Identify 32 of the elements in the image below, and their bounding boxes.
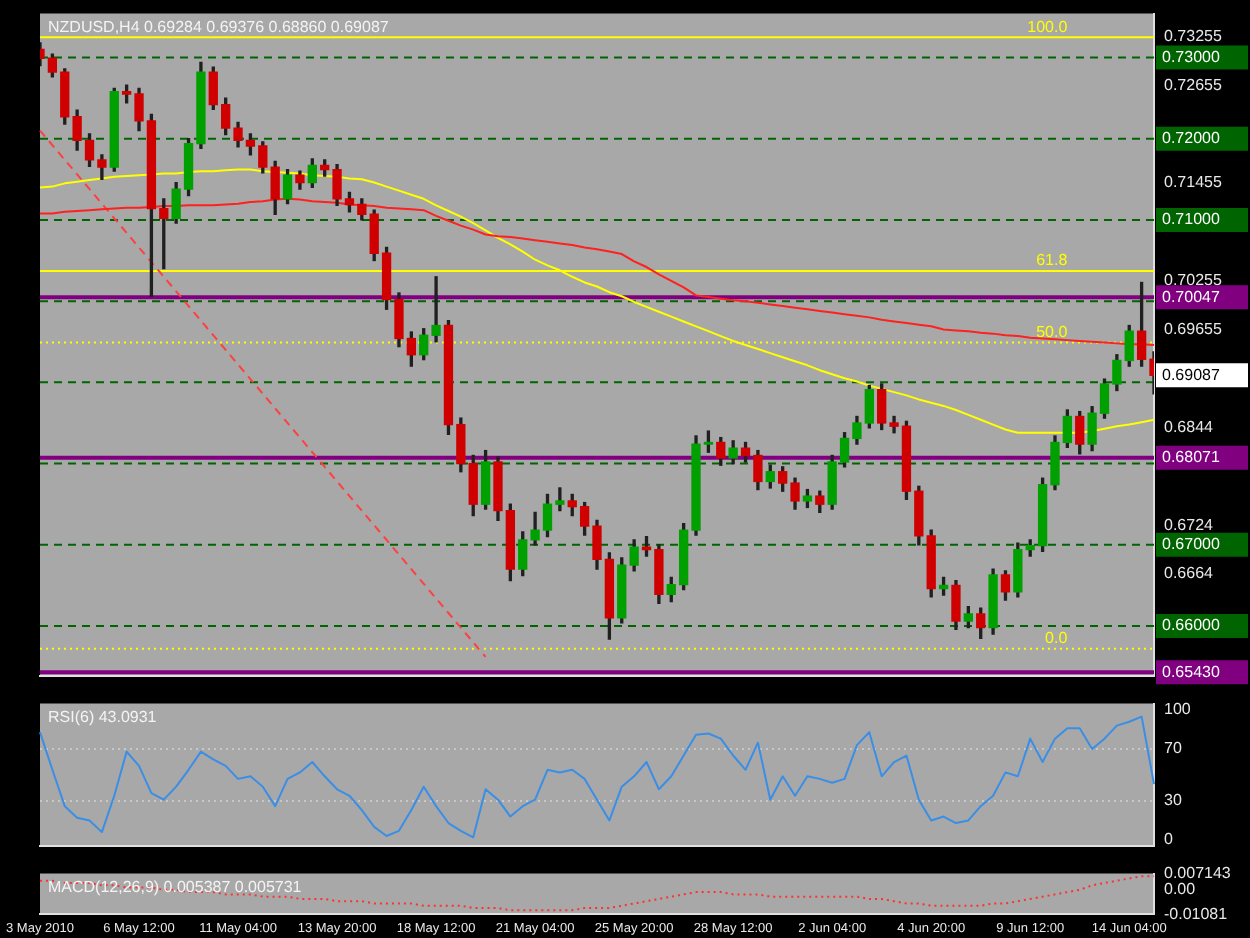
- ref-line-label: 0.71000: [1162, 210, 1221, 229]
- y-tick-label: 0.6664: [1164, 564, 1215, 583]
- y-tick-label: 0.73255: [1164, 27, 1223, 46]
- ref-line-label: 0.72000: [1162, 129, 1221, 148]
- chart-title: NZDUSD,H4 0.69284 0.69376 0.68860 0.69087: [48, 18, 390, 37]
- y-tick-label: 0: [1164, 830, 1174, 849]
- annotation: 61.8: [1036, 251, 1069, 270]
- y-tick-label: 100: [1164, 700, 1192, 719]
- text: 0.69087: [1162, 365, 1221, 384]
- y-tick-label: 0.71455: [1164, 173, 1223, 192]
- chart-title: MACD(12,26,9) 0.005387 0.005731: [48, 878, 303, 897]
- annotation: 0.0: [1045, 629, 1069, 648]
- annotation: 50.0: [1036, 322, 1069, 341]
- y-tick-label: 70: [1164, 739, 1183, 758]
- y-tick-label: 0.6724: [1164, 515, 1215, 534]
- ref-line-label: 0.68071: [1162, 448, 1221, 467]
- y-tick-label: 0.72655: [1164, 75, 1223, 94]
- ref-line-label: 0.65430: [1162, 662, 1221, 681]
- ref-line-label: 0.70047: [1162, 287, 1221, 306]
- y-tick-label: -0.01081: [1164, 904, 1229, 923]
- line-series: [39, 875, 1155, 912]
- ref-line-label: 0.73000: [1162, 47, 1221, 66]
- y-tick-label: 30: [1164, 791, 1183, 810]
- y-tick-label: 0.69655: [1164, 319, 1223, 338]
- annotation: 100.0: [1027, 17, 1069, 36]
- y-tick-label: 0.00: [1164, 880, 1197, 899]
- y-tick-label: 0.6844: [1164, 418, 1215, 437]
- chart-title: RSI(6) 43.0931: [48, 708, 158, 727]
- y-tick-label: 0.70255: [1164, 270, 1223, 289]
- ref-line-label: 0.67000: [1162, 535, 1221, 554]
- ref-line-label: 0.66000: [1162, 616, 1221, 635]
- y-tick-label: 0.007143: [1164, 864, 1232, 883]
